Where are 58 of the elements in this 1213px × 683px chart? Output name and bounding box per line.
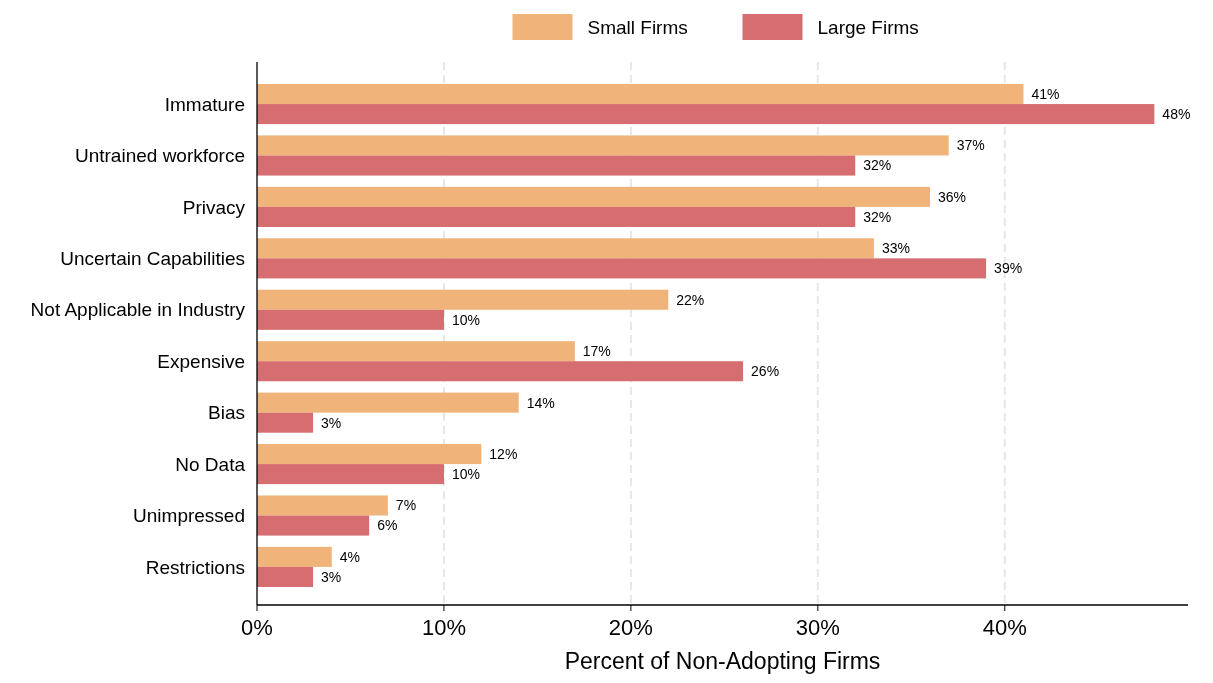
y-tick-label: Immature [164,93,245,115]
data-label: 36% [938,188,967,205]
x-axis-title: Percent of Non-Adopting Firms [564,648,881,674]
data-label: 12% [489,445,518,462]
data-label: 32% [863,157,892,174]
legend-label: Small Firms [587,16,688,38]
bar [257,206,856,227]
bar [257,238,874,259]
data-label: 37% [956,137,985,154]
bar [257,84,1024,105]
bar [257,515,370,536]
bar [257,104,1155,125]
bar [257,186,931,207]
x-tick-label: 0% [241,615,273,640]
bar [257,495,388,516]
data-label: 39% [994,260,1023,277]
data-label: 32% [863,208,892,225]
data-label: 6% [377,517,398,534]
bar [257,392,519,413]
bar [257,289,669,310]
y-tick-label: Untrained workforce [74,145,245,167]
data-label: 17% [582,343,611,360]
bar [257,412,314,433]
data-label: 7% [395,497,417,514]
bar [257,309,444,330]
bar [257,464,444,485]
bar [257,546,332,567]
data-label: 33% [881,240,910,257]
y-tick-label: Bias [208,402,245,424]
bar [257,566,314,587]
x-tick-label: 20% [608,615,653,640]
data-label: 26% [751,363,780,380]
y-tick-label: No Data [175,453,246,475]
y-tick-label: Uncertain Capabilities [60,248,245,269]
data-label: 10% [451,311,480,328]
y-tick-label: Restrictions [145,556,245,578]
y-tick-label: Expensive [157,350,245,372]
y-tick-label: Unimpressed [133,505,245,527]
bar [257,341,575,362]
bar [257,155,856,176]
bar [257,444,482,465]
data-label: 41% [1031,85,1060,102]
legend-label: Large Firms [817,16,919,38]
bar [257,135,949,156]
data-label: 10% [451,466,480,483]
data-label: 48% [1162,105,1191,122]
data-label: 3% [321,414,342,431]
bar [257,258,987,279]
data-label: 14% [526,394,555,411]
data-label: 3% [321,568,342,585]
bar [257,361,744,382]
y-tick-label: Privacy [182,196,246,218]
x-tick-label: 40% [982,615,1027,640]
x-tick-label: 10% [421,615,466,640]
x-tick-label: 30% [795,615,840,640]
y-tick-label: Not Applicable in Industry [30,299,246,321]
data-label: 4% [339,548,361,565]
data-label: 22% [676,291,705,308]
